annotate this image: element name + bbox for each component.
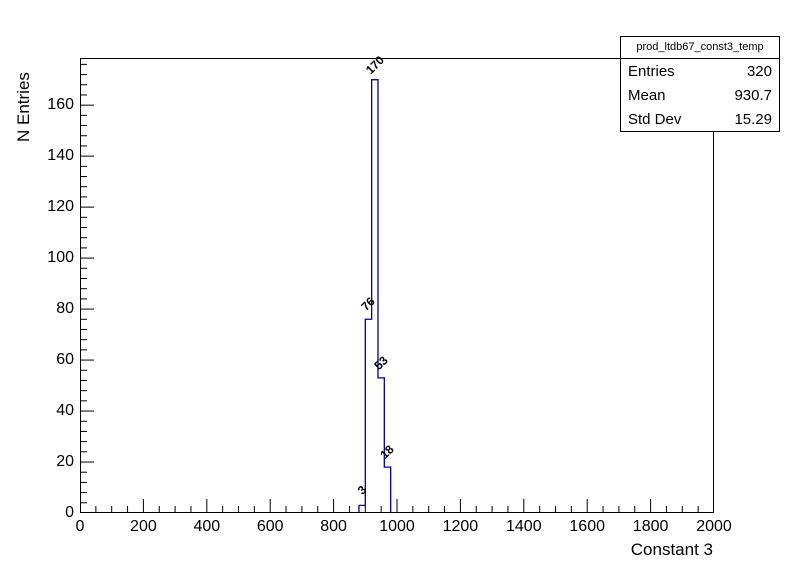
histogram-svg [80,63,714,513]
stats-row-stddev: Std Dev 15.29 [621,108,779,132]
x-axis-title: Constant 3 [630,540,713,559]
x-tick-label: 1800 [632,518,669,535]
stats-row-entries: Entries 320 [621,59,779,83]
x-tick-label: 400 [193,518,221,535]
y-tick-label: 60 [56,351,74,369]
stats-row-mean: Mean 930.7 [621,83,779,107]
stats-label-mean: Mean [628,86,666,104]
stats-value-stddev: 15.29 [734,111,772,129]
y-tick-label: 100 [47,249,74,267]
y-tick-label: 120 [47,198,74,216]
y-tick-label: 160 [47,96,74,114]
stats-label-stddev: Std Dev [628,111,682,129]
y-axis-title: N Entries [14,72,33,142]
stats-box: prod_ltdb67_const3_temp Entries 320 Mean… [620,36,780,132]
stats-label-entries: Entries [628,62,675,80]
x-tick-label: 1600 [569,518,605,535]
x-tick-label: 2000 [696,518,732,535]
stats-value-entries: 320 [746,62,772,80]
plot-frame [80,58,714,513]
x-tick-label: 1000 [379,518,415,535]
x-tick-label: 600 [256,518,284,535]
y-tick-label: 0 [65,504,74,521]
y-tick-label: 40 [56,402,74,420]
histogram-step-line [358,79,392,513]
x-tick-label: 800 [320,518,347,535]
stats-value-mean: 930.7 [734,86,772,104]
y-tick-label: 20 [56,453,74,471]
stats-box-title: prod_ltdb67_const3_temp [621,37,779,59]
y-tick-label: 140 [47,147,74,165]
x-tick-label: 200 [130,518,157,535]
x-tick-label: 1400 [506,518,542,535]
x-tick-label: 1200 [442,518,479,535]
x-tick-label: 0 [75,518,85,535]
y-tick-label: 80 [56,300,74,318]
